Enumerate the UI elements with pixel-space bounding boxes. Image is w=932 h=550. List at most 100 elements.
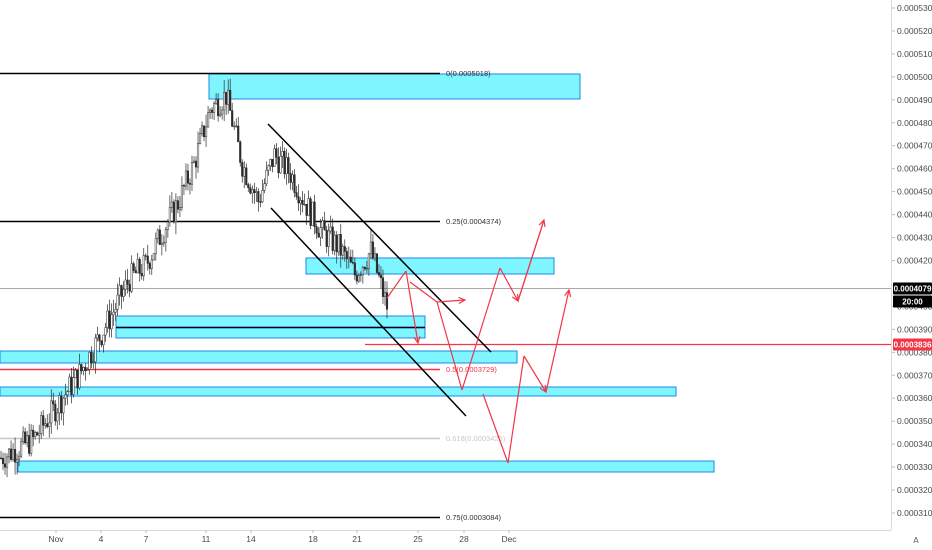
candle-body [365,267,368,270]
projection-arrow-segment[interactable] [436,299,466,303]
support-resistance-zone[interactable] [0,386,677,397]
candle-body [152,253,155,261]
candle-body [381,277,385,297]
candle-body [249,187,252,194]
candles-layer [0,78,389,478]
candle-body [205,126,208,137]
candle-body [299,200,302,204]
projection-arrow-head [564,288,572,297]
candle-body [331,226,334,251]
candle-body [207,112,210,128]
candle-body [1,457,5,465]
support-resistance-zone[interactable] [305,257,555,275]
projection-arrow-segment[interactable] [436,301,463,391]
candle-body [247,184,250,188]
candle-body [271,159,274,167]
projection-arrow-segment[interactable] [409,281,438,303]
support-resistance-zone[interactable] [0,350,518,364]
candle-body [339,234,342,256]
candle-body [329,226,332,232]
candle-body [36,432,39,436]
candle-body [273,148,276,167]
candle-body [267,165,270,171]
candle-body [259,201,262,203]
support-resistance-zone[interactable] [115,315,426,328]
candle-body [10,448,13,460]
projection-arrow-segment[interactable] [405,270,419,344]
projection-arrow-head [538,218,546,228]
candle-body [327,230,330,247]
candle-body [84,367,87,371]
bar-countdown-tag: 20:00 [902,298,923,307]
candle-body [253,189,256,193]
candle-body [34,432,37,437]
candle-body [46,423,49,427]
projection-arrow-segment[interactable] [523,355,547,393]
zones-layer [0,73,715,473]
candle-body [126,279,129,285]
candle-body [140,273,143,277]
candle-body [237,125,240,143]
time-tick-label: 28 [459,534,469,544]
candle-body [263,183,266,191]
candle-body [261,190,264,203]
candle-body [373,253,376,259]
fib-level-label: 0.75(0.0003084) [446,513,502,522]
time-tick-label: Nov [48,534,64,544]
candle-body [124,279,127,290]
projection-arrow-segment[interactable] [461,267,501,391]
fib-level-label: 0(0.0005018) [446,69,491,78]
candle-body [72,377,75,395]
current-price-tag: 0.0004079 [894,285,932,294]
candle-body [377,272,381,276]
candle-body [38,433,41,436]
candle-body [192,160,196,163]
time-tick-label: 18 [308,534,318,544]
candle-body [353,262,356,276]
projection-arrow-segment[interactable] [507,355,525,464]
time-axis: Nov 4 7 11 14 18 21 25 28 Dec [48,530,517,544]
channel-lower-line[interactable] [270,207,467,417]
channel-upper-line[interactable] [267,123,492,353]
candle-body [285,157,288,175]
projection-arrow-segment[interactable] [482,393,509,464]
support-resistance-zone[interactable] [115,327,426,339]
candle-body [92,361,95,364]
candle-body [277,157,280,174]
candle-body [148,263,151,269]
candle-body [24,431,27,444]
projection-arrow-segment[interactable] [386,270,407,299]
candle-body [385,292,389,310]
channel-layer [267,123,492,417]
candle-body [190,162,194,185]
projection-arrow-segment[interactable] [499,267,519,302]
candle-body [172,201,175,223]
candle-body [325,229,328,247]
candle-body [311,201,314,226]
projection-arrow-segment[interactable] [545,289,570,393]
candle-body [168,207,171,223]
candle-body [196,143,200,168]
projection-arrow-segment[interactable] [517,219,545,302]
candle-body [215,99,218,104]
candle-body [62,397,65,414]
candle-body [307,198,310,216]
candle-body [88,352,91,370]
support-resistance-zone[interactable] [17,460,715,473]
candle-body [305,203,308,216]
candle-body [194,160,198,168]
candle-body [229,89,232,111]
auto-scale-button[interactable]: A [913,536,919,545]
candle-body [0,457,3,459]
support-resistance-zone[interactable] [208,73,581,100]
time-tick-label: 14 [246,534,256,544]
candle-body [257,191,260,203]
candle-body [283,151,286,175]
candle-body [245,167,248,185]
